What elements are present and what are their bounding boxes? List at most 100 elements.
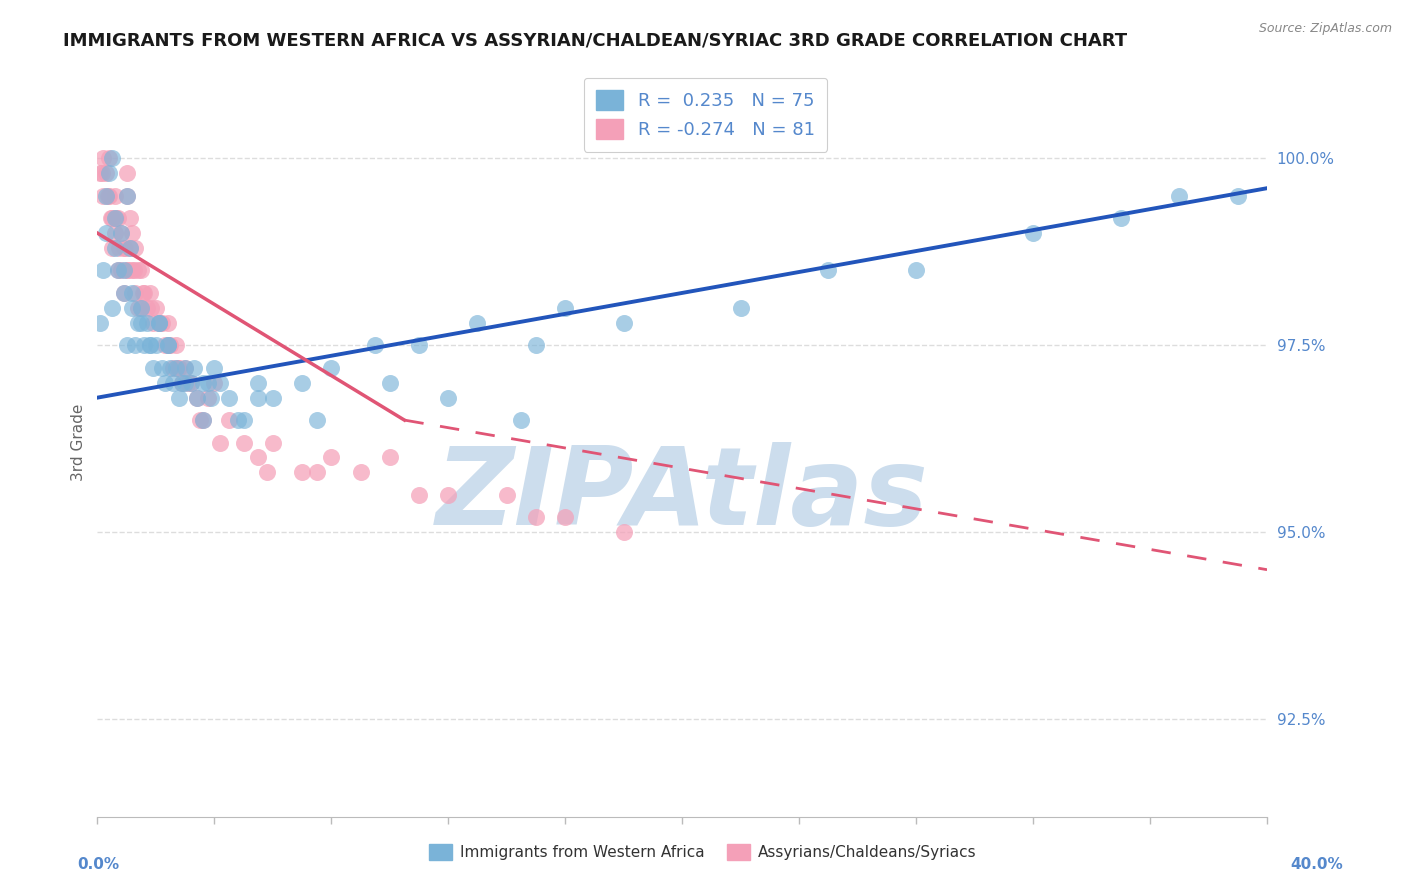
Point — [174, 376, 197, 390]
Point — [613, 525, 636, 540]
Point — [112, 263, 135, 277]
Point — [129, 301, 152, 315]
Legend: Immigrants from Western Africa, Assyrians/Chaldeans/Syriacs: Immigrants from Western Africa, Assyrian… — [423, 838, 983, 866]
Point — [114, 241, 136, 255]
Point — [305, 466, 328, 480]
Point — [124, 338, 146, 352]
Point — [134, 338, 156, 352]
Point — [467, 316, 489, 330]
Point — [115, 263, 138, 277]
Point — [262, 391, 284, 405]
Point — [131, 285, 153, 300]
Point — [107, 263, 129, 277]
Point — [167, 391, 190, 405]
Point — [162, 360, 184, 375]
Point — [104, 241, 127, 255]
Point — [1022, 226, 1045, 240]
Point — [150, 316, 173, 330]
Point — [118, 241, 141, 255]
Point — [110, 263, 132, 277]
Point — [91, 263, 114, 277]
Point — [817, 263, 839, 277]
Point — [291, 376, 314, 390]
Point — [115, 188, 138, 202]
Point — [118, 241, 141, 255]
Point — [291, 466, 314, 480]
Point — [148, 316, 170, 330]
Point — [305, 413, 328, 427]
Point — [98, 151, 121, 165]
Point — [180, 376, 202, 390]
Point — [104, 211, 127, 226]
Point — [101, 241, 124, 255]
Point — [136, 301, 159, 315]
Point — [122, 263, 145, 277]
Point — [408, 488, 430, 502]
Point — [378, 450, 401, 465]
Point — [105, 211, 128, 226]
Point — [127, 316, 149, 330]
Point — [101, 211, 124, 226]
Point — [110, 226, 132, 240]
Point — [232, 435, 254, 450]
Point — [136, 316, 159, 330]
Point — [101, 301, 124, 315]
Point — [262, 435, 284, 450]
Point — [162, 376, 184, 390]
Point — [321, 450, 343, 465]
Point — [247, 391, 270, 405]
Point — [180, 376, 202, 390]
Point — [129, 301, 152, 315]
Point — [232, 413, 254, 427]
Point — [129, 316, 152, 330]
Point — [1226, 188, 1249, 202]
Point — [730, 301, 752, 315]
Point — [1168, 188, 1191, 202]
Point — [247, 450, 270, 465]
Point — [218, 413, 240, 427]
Point — [115, 166, 138, 180]
Point — [157, 338, 180, 352]
Point — [408, 338, 430, 352]
Point — [183, 360, 205, 375]
Point — [524, 338, 547, 352]
Point — [121, 301, 143, 315]
Point — [165, 360, 187, 375]
Point — [104, 226, 127, 240]
Text: ZIPAtlas: ZIPAtlas — [436, 442, 928, 548]
Point — [90, 166, 112, 180]
Point — [349, 466, 371, 480]
Point — [1109, 211, 1132, 226]
Text: 40.0%: 40.0% — [1289, 857, 1343, 872]
Point — [121, 263, 143, 277]
Point — [127, 263, 149, 277]
Point — [97, 188, 120, 202]
Point — [321, 360, 343, 375]
Point — [437, 391, 460, 405]
Point — [153, 338, 176, 352]
Point — [437, 488, 460, 502]
Point — [554, 510, 576, 524]
Point — [112, 285, 135, 300]
Point — [110, 226, 132, 240]
Point — [188, 413, 211, 427]
Text: Source: ZipAtlas.com: Source: ZipAtlas.com — [1258, 22, 1392, 36]
Point — [191, 413, 214, 427]
Point — [121, 285, 143, 300]
Point — [107, 263, 129, 277]
Point — [166, 360, 188, 375]
Point — [148, 316, 170, 330]
Point — [177, 376, 200, 390]
Point — [510, 413, 533, 427]
Point — [218, 391, 240, 405]
Point — [134, 285, 156, 300]
Point — [118, 211, 141, 226]
Point — [165, 338, 187, 352]
Point — [100, 211, 122, 226]
Point — [524, 510, 547, 524]
Point — [139, 285, 162, 300]
Point — [104, 188, 127, 202]
Point — [98, 166, 121, 180]
Point — [186, 391, 208, 405]
Point — [378, 376, 401, 390]
